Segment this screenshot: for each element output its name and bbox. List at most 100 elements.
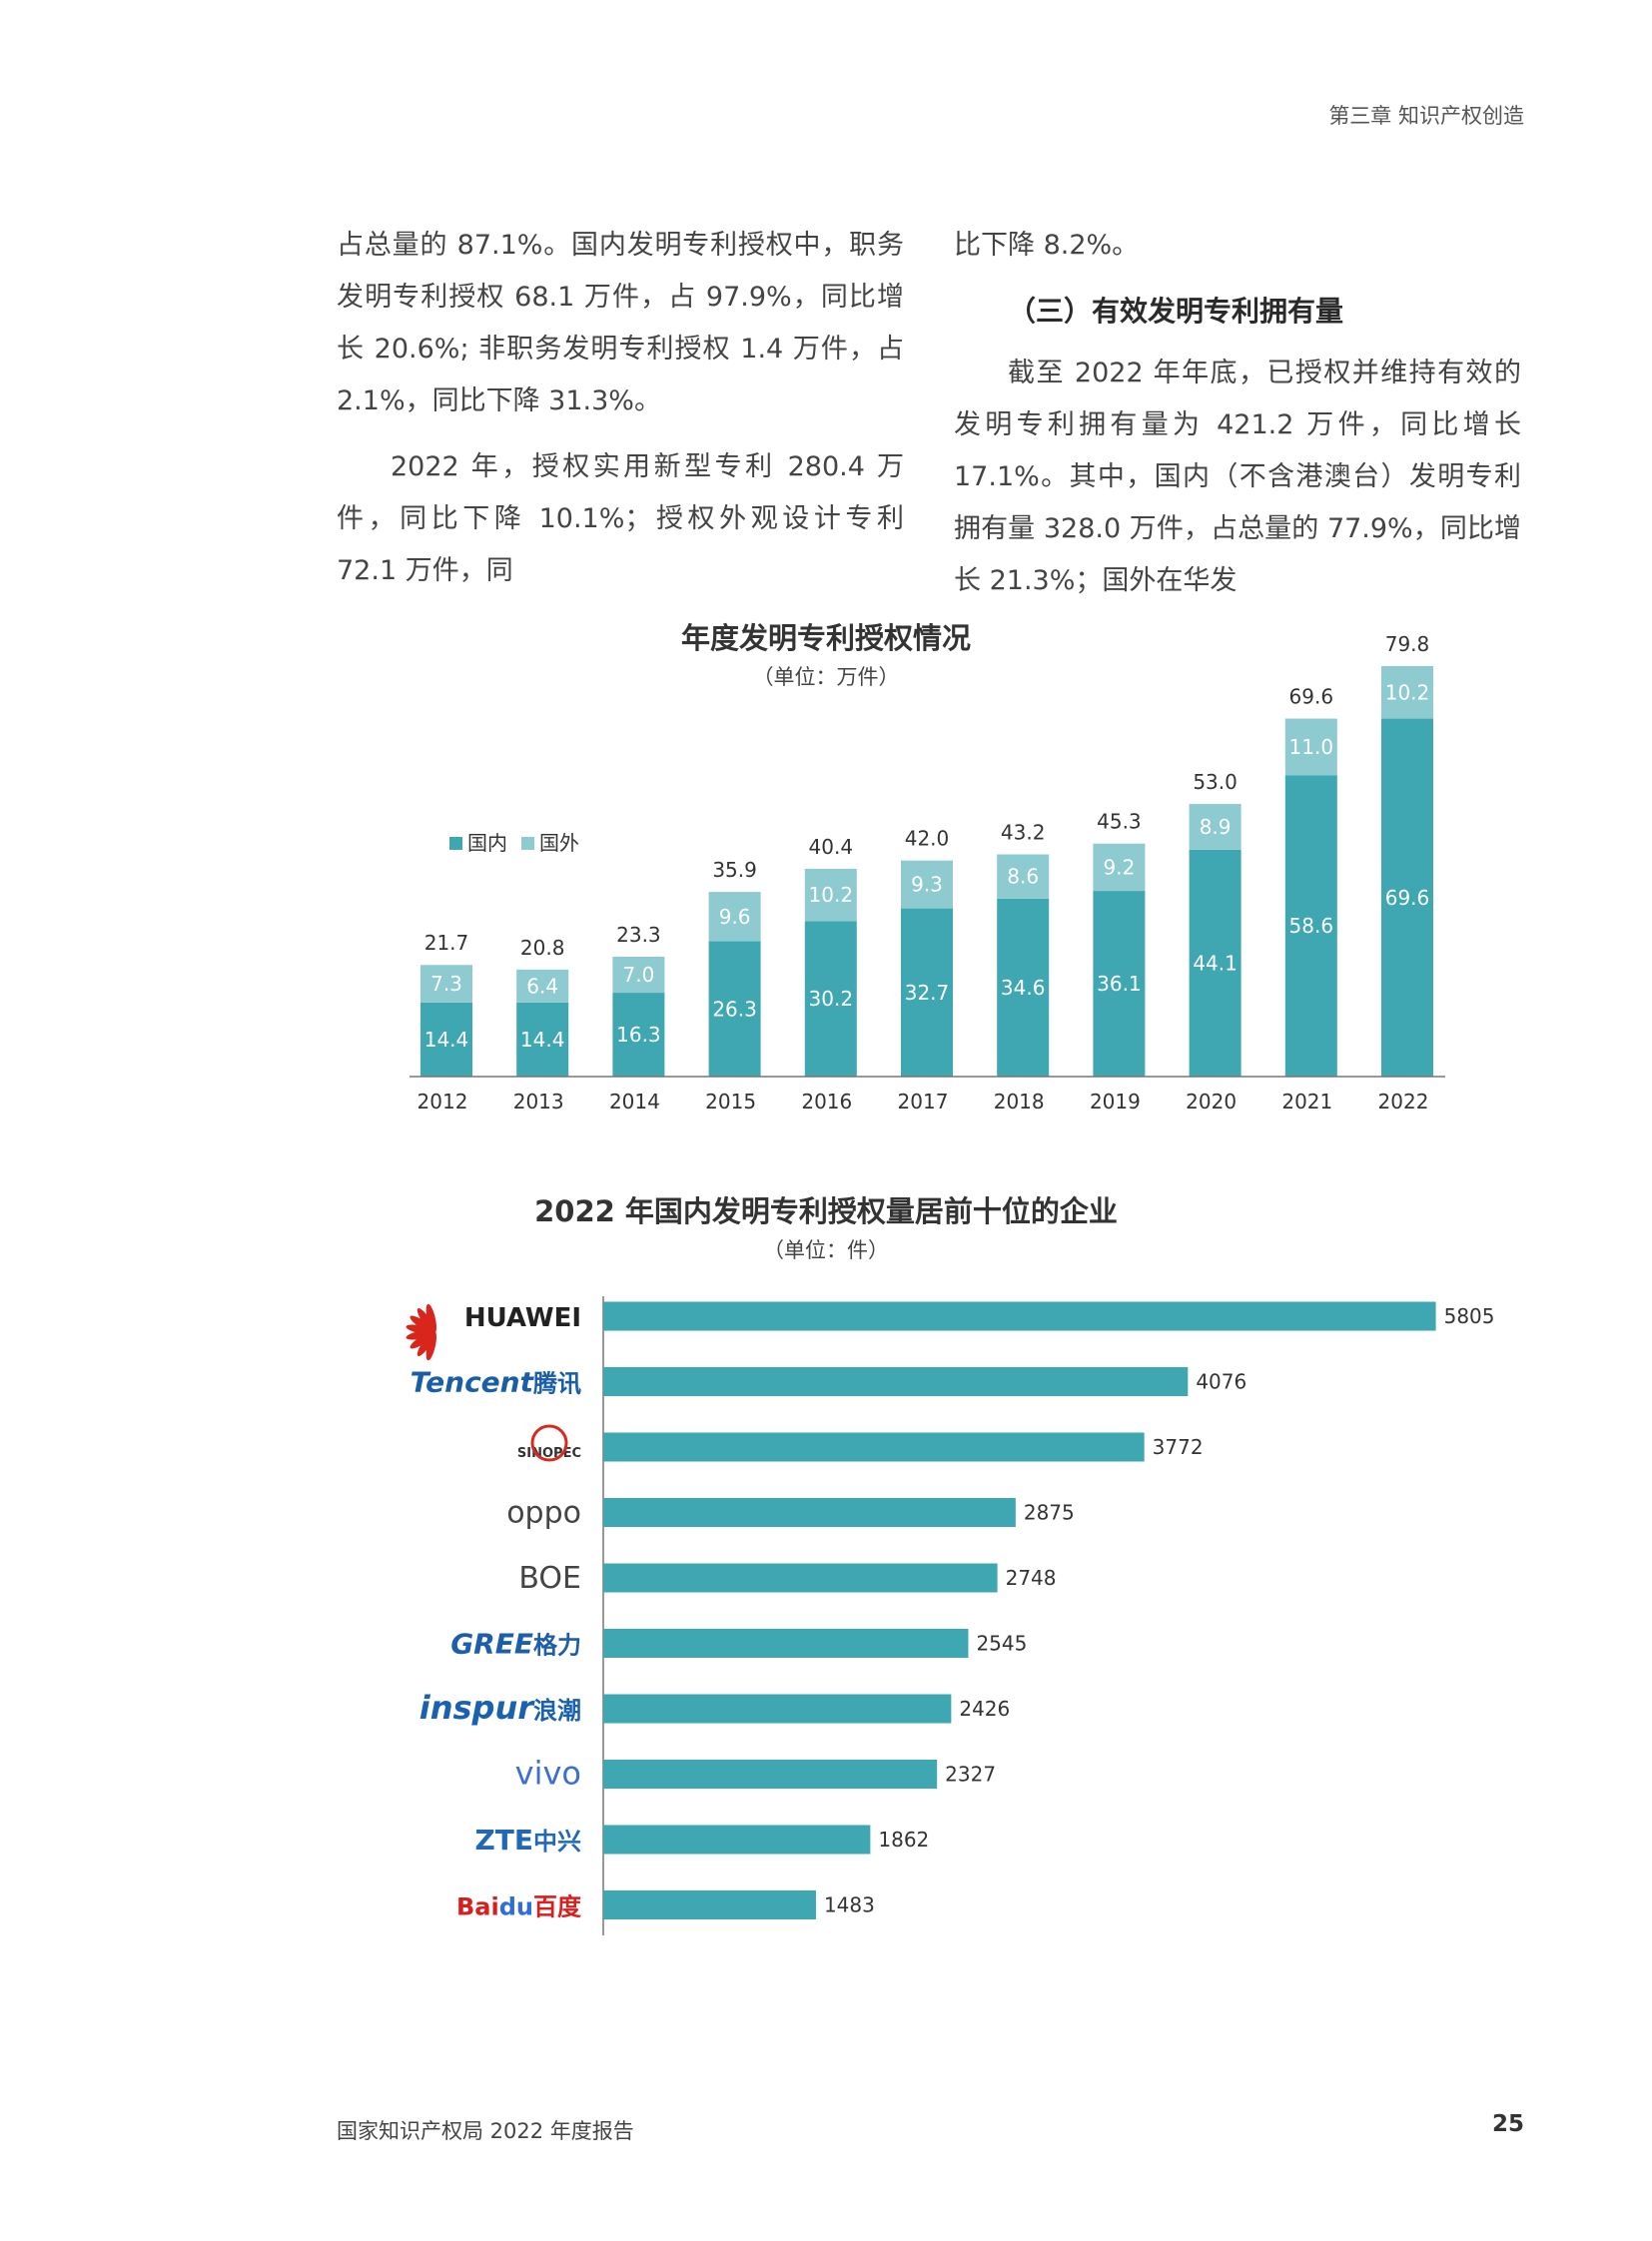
bar-domestic-2012: [420, 1002, 472, 1077]
x-tick-2014: 2014: [609, 1090, 660, 1114]
logo-text-HUAWEI: HUAWEI: [464, 1303, 581, 1333]
logo-text-vivo: vivo: [515, 1755, 581, 1793]
logo-text-Tencent腾讯: Tencent腾讯: [411, 1366, 581, 1399]
label-foreign-2013: 6.4: [526, 974, 558, 998]
logo-text-GREE格力: GREE格力: [450, 1628, 581, 1661]
value-label-BOE: 2748: [1006, 1566, 1057, 1590]
label-total-2022: 79.8: [1385, 632, 1430, 656]
label-total-2021: 69.6: [1289, 685, 1334, 709]
company-logo: oppo: [506, 1496, 581, 1531]
huawei-flower-icon: [406, 1303, 437, 1361]
label-foreign-2019: 9.2: [1103, 855, 1135, 879]
label-foreign-2021: 11.0: [1289, 735, 1334, 759]
legend-swatch-foreign: [521, 837, 534, 850]
legend-label-domestic: 国内: [467, 831, 507, 855]
company-logo: ZTE中兴: [474, 1824, 581, 1857]
paragraph: 2022 年，授权实用新型专利 280.4 万件，同比下降 10.1%；授权外观…: [337, 451, 904, 586]
company-logo: inspur浪潮: [419, 1689, 581, 1727]
bar-GREE格力: [603, 1629, 969, 1658]
label-foreign-2015: 9.6: [719, 905, 751, 929]
logo-text-Baidu百度: Baidu百度: [456, 1893, 582, 1921]
company-logo: HUAWEI: [406, 1303, 581, 1361]
label-foreign-2020: 8.9: [1200, 815, 1232, 839]
bar-foreign-2019: [1093, 843, 1146, 892]
label-foreign-2012: 7.3: [430, 972, 462, 996]
label-foreign-2016: 10.2: [809, 883, 854, 907]
bar-foreign-2020: [1189, 804, 1241, 850]
label-total-2017: 42.0: [905, 827, 950, 851]
label-total-2013: 20.8: [520, 936, 565, 960]
label-domestic-2022: 69.6: [1385, 886, 1430, 910]
bar-foreign-2014: [612, 957, 665, 994]
bar-foreign-2018: [997, 854, 1050, 899]
label-foreign-2022: 10.2: [1385, 680, 1430, 704]
page-number: 25: [1491, 2111, 1524, 2137]
x-tick-2012: 2012: [417, 1090, 468, 1114]
bar-domestic-2022: [1381, 718, 1433, 1077]
chart-legend: 国内 国外: [449, 831, 579, 855]
label-domestic-2015: 26.3: [712, 997, 757, 1021]
label-total-2019: 45.3: [1097, 810, 1142, 834]
value-label-ZTE中兴: 1862: [878, 1828, 929, 1852]
chart1-unit: （单位：万件）: [752, 665, 900, 689]
label-total-2015: 35.9: [712, 858, 757, 882]
value-label-Baidu百度: 1483: [824, 1893, 875, 1917]
chapter-header: 第三章 知识产权创造: [1328, 104, 1524, 128]
text-column-left: 占总量的 87.1%。国内发明专利授权中，职务发明专利授权 68.1 万件，占 …: [337, 220, 904, 611]
text-column-right: 比下降 8.2%。 （三）有效发明专利拥有量 截至 2022 年年底，已授权并维…: [954, 220, 1521, 621]
company-logo: SINOPEC: [517, 1424, 581, 1462]
company-logo: Tencent腾讯: [411, 1366, 581, 1399]
company-logo: GREE格力: [450, 1628, 581, 1661]
label-domestic-2014: 16.3: [616, 1023, 661, 1047]
value-label-SINOPEC: 3772: [1153, 1435, 1204, 1459]
bar-domestic-2021: [1284, 775, 1337, 1077]
x-tick-2016: 2016: [801, 1090, 852, 1114]
company-logo: BOE: [518, 1561, 581, 1596]
bar-foreign-2017: [901, 860, 953, 909]
chart2-unit: （单位：件）: [763, 1238, 889, 1262]
label-domestic-2020: 44.1: [1193, 951, 1238, 975]
label-foreign-2017: 9.3: [911, 873, 943, 897]
x-tick-2019: 2019: [1090, 1090, 1141, 1114]
logo-text-BOE: BOE: [518, 1561, 581, 1596]
legend-swatch-domestic: [449, 837, 462, 850]
bar-foreign-2013: [516, 969, 569, 1003]
bar-BOE: [603, 1563, 998, 1593]
bar-vivo: [603, 1760, 938, 1789]
label-domestic-2018: 34.6: [1001, 976, 1046, 1000]
logo-text-ZTE中兴: ZTE中兴: [474, 1824, 581, 1857]
bar-foreign-2016: [804, 868, 857, 922]
x-tick-2020: 2020: [1186, 1090, 1237, 1114]
label-total-2018: 43.2: [1001, 821, 1046, 845]
x-tick-2017: 2017: [898, 1090, 949, 1114]
x-tick-2015: 2015: [705, 1090, 756, 1114]
bar-foreign-2015: [708, 892, 761, 942]
paragraph: 比下降 8.2%。: [954, 230, 1140, 261]
annual-grant-chart: 国内 国外 14.4 7.3 21.7 2012 14.4 6.4 20.8 2013 16.3 7.…: [410, 632, 1445, 1114]
bar-foreign-2012: [420, 965, 472, 1003]
label-total-2016: 40.4: [809, 835, 854, 859]
paragraph: 截至 2022 年年底，已授权并维持有效的发明专利拥有量为 421.2 万件，同…: [954, 358, 1521, 596]
bar-domestic-2016: [804, 921, 857, 1077]
x-tick-2018: 2018: [994, 1090, 1045, 1114]
value-label-vivo: 2327: [945, 1763, 996, 1787]
logo-text-oppo: oppo: [506, 1496, 581, 1531]
label-domestic-2019: 36.1: [1097, 972, 1142, 996]
bar-foreign-2022: [1381, 666, 1433, 719]
bar-oppo: [603, 1498, 1016, 1527]
x-tick-2021: 2021: [1281, 1090, 1332, 1114]
value-label-inspur浪潮: 2426: [959, 1697, 1010, 1721]
bar-Baidu百度: [603, 1890, 816, 1919]
sinopec-emblem-icon: [530, 1424, 568, 1462]
bar-domestic-2017: [901, 908, 953, 1077]
bar-ZTE中兴: [603, 1825, 871, 1855]
company-logo: Baidu百度: [456, 1893, 582, 1921]
label-total-2020: 53.0: [1193, 770, 1238, 794]
label-total-2012: 21.7: [424, 931, 469, 955]
label-domestic-2016: 30.2: [809, 987, 854, 1011]
value-label-Tencent腾讯: 4076: [1196, 1370, 1246, 1394]
label-domestic-2021: 58.6: [1289, 914, 1334, 938]
bar-Tencent腾讯: [603, 1367, 1189, 1396]
bar-foreign-2021: [1284, 718, 1337, 776]
footer-report: 国家知识产权局 2022 年度报告: [337, 2119, 634, 2143]
